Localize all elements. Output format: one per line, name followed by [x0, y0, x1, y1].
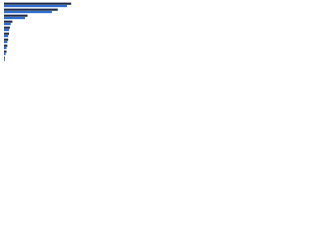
bar [4, 17, 25, 20]
bar [4, 47, 7, 50]
chart [4, 2, 72, 62]
bar [4, 32, 10, 35]
bar [4, 53, 6, 56]
bar [4, 50, 7, 53]
bar [4, 29, 10, 32]
bar [4, 35, 9, 38]
bar [4, 20, 13, 23]
bar [4, 56, 5, 59]
bar [4, 23, 11, 26]
bar [4, 8, 58, 11]
bar [4, 38, 9, 41]
bar [4, 5, 67, 8]
bar [4, 26, 10, 29]
bar [4, 2, 72, 5]
bar [4, 14, 28, 17]
bar [4, 41, 8, 44]
bar [4, 44, 8, 47]
bar [4, 11, 52, 14]
bar [4, 59, 5, 62]
